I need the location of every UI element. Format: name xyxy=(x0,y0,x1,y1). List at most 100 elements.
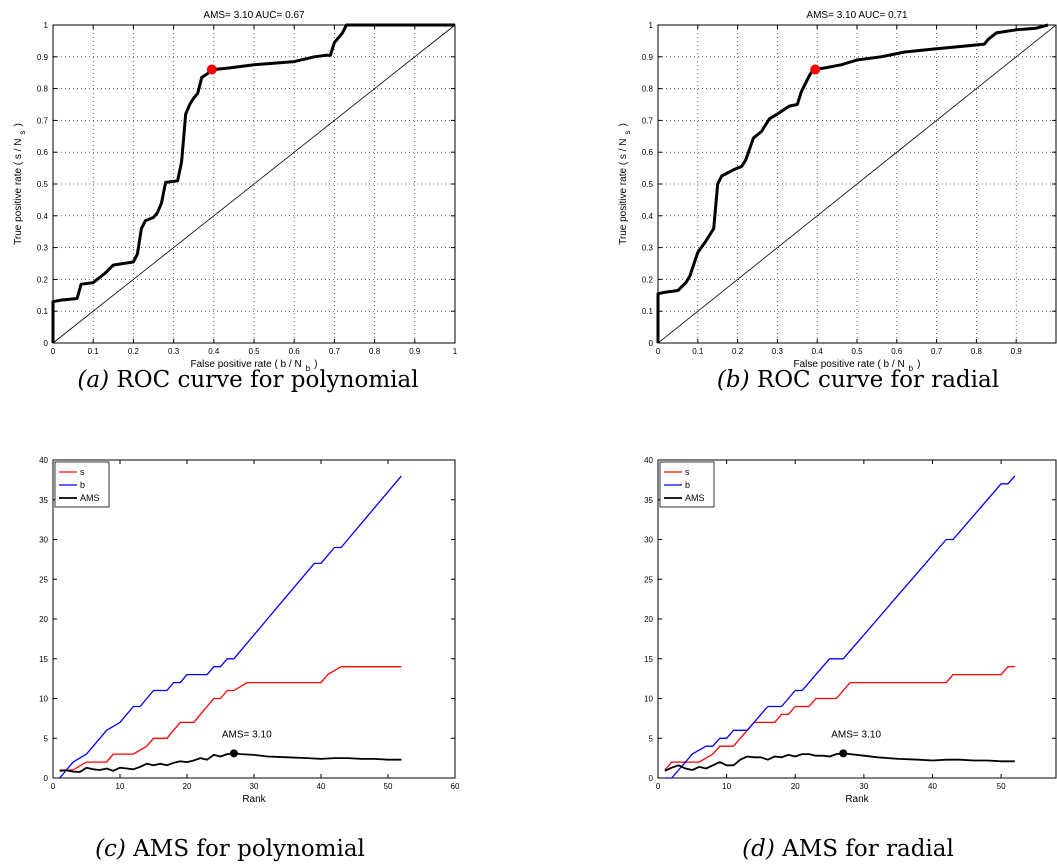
x-axis-label-subscript: b xyxy=(909,364,914,373)
x-tick-label: 0.8 xyxy=(369,347,381,356)
y-tick-label: 0.3 xyxy=(37,244,49,253)
x-tick-label: 0 xyxy=(51,347,56,356)
x-tick-label: 0.2 xyxy=(128,347,140,356)
operating-point-marker xyxy=(810,64,821,75)
x-axis-label: Rank xyxy=(242,794,266,805)
x-tick-label: 50 xyxy=(384,782,393,791)
x-axis-label: False positive rate ( b / N b) xyxy=(191,359,318,373)
y-tick-label: 0.5 xyxy=(37,180,49,189)
y-tick-label: 0.2 xyxy=(642,275,654,284)
x-tick-label: 0.5 xyxy=(248,347,260,356)
y-tick-label: 0 xyxy=(44,339,49,348)
x-axis-label-main: Rank xyxy=(845,794,869,805)
x-tick-label: 0.7 xyxy=(329,347,341,356)
x-axis-label-tail: ) xyxy=(314,359,317,370)
y-tick-label: 40 xyxy=(644,456,653,465)
y-tick-label: 0.8 xyxy=(37,85,49,94)
x-tick-label: 0.8 xyxy=(971,347,983,356)
y-axis-label-tail: ) xyxy=(618,123,629,126)
caption-c: (c) AMS for polynomial xyxy=(95,836,365,862)
y-tick-label: 35 xyxy=(644,496,653,505)
legend-label-ams: AMS xyxy=(685,493,705,503)
x-tick-label: 0.4 xyxy=(812,347,824,356)
x-tick-label: 40 xyxy=(317,782,326,791)
legend-label-s: s xyxy=(80,467,85,477)
y-tick-label: 0.4 xyxy=(642,212,654,221)
y-tick-label: 0.4 xyxy=(37,212,49,221)
series-line-b xyxy=(59,475,402,779)
x-tick-label: 20 xyxy=(791,782,800,791)
series-line-s xyxy=(664,666,1015,771)
x-tick-label: 0.1 xyxy=(88,347,100,356)
y-tick-label: 30 xyxy=(644,536,653,545)
legend-label-s: s xyxy=(685,467,690,477)
operating-point-marker xyxy=(206,64,217,75)
x-axis-label-main: False positive rate ( b / N xyxy=(191,359,302,370)
roc-curve xyxy=(656,23,1049,343)
y-axis-label-main: True positive rate ( s / N xyxy=(13,139,24,245)
y-tick-label: 0.7 xyxy=(642,116,654,125)
diagonal-reference-line xyxy=(52,24,456,344)
x-tick-label: 0.6 xyxy=(289,347,301,356)
x-tick-label: 0.2 xyxy=(732,347,744,356)
chart-a: 0 0.1 0.2 0.3 0.4 0.5 0.6 0.7 0.8 0.9 1 0 0.1 0.2 0.3 0… xyxy=(13,10,458,373)
y-tick-label: 0 xyxy=(649,339,654,348)
plot-frame xyxy=(52,459,456,779)
y-tick-label: 40 xyxy=(39,456,48,465)
y-tick-label: 0.3 xyxy=(642,244,654,253)
x-axis-label-main: Rank xyxy=(242,794,266,805)
y-tick-label: 20 xyxy=(644,615,653,624)
roc-curve xyxy=(51,23,455,343)
ams-max-marker xyxy=(839,749,848,758)
x-tick-label: 30 xyxy=(859,782,868,791)
x-axis-label: Rank xyxy=(845,794,869,805)
chart-d: 0 10 20 30 40 50 0 5 10 15 20 25 30 35 40 Rank AMS= 3.10… xyxy=(644,456,1057,805)
x-tick-label: 0.3 xyxy=(772,347,784,356)
x-tick-label: 0.3 xyxy=(168,347,180,356)
x-tick-label: 50 xyxy=(997,782,1006,791)
y-tick-label: 15 xyxy=(39,655,48,664)
caption-d: (d) AMS for radial xyxy=(742,836,954,862)
ams-annotation: AMS= 3.10 xyxy=(222,729,272,740)
y-axis-label-subscript: s xyxy=(18,131,27,135)
y-axis-label-main: True positive rate ( s / N xyxy=(618,139,629,245)
legend-label-b: b xyxy=(685,480,690,490)
y-tick-label: 10 xyxy=(644,695,653,704)
series-line-ams xyxy=(664,752,1015,772)
series-line-ams xyxy=(59,752,402,773)
chart-title: AMS= 3.10 AUC= 0.67 xyxy=(203,10,305,21)
x-tick-label: 0.9 xyxy=(409,347,421,356)
y-axis-label: True positive rate ( s / N s) xyxy=(618,123,632,245)
y-tick-label: 0.6 xyxy=(642,148,654,157)
y-tick-label: 0.6 xyxy=(37,148,49,157)
y-tick-label: 1 xyxy=(44,21,49,30)
x-tick-label: 0.5 xyxy=(851,347,863,356)
y-tick-label: 0.9 xyxy=(642,53,654,62)
x-axis-label: False positive rate ( b / N b) xyxy=(794,359,921,373)
y-tick-label: 15 xyxy=(644,655,653,664)
y-axis-label-subscript: s xyxy=(623,131,632,135)
y-tick-label: 0.5 xyxy=(642,180,654,189)
y-tick-label: 0.8 xyxy=(642,85,654,94)
plot-frame xyxy=(657,459,1057,779)
y-tick-label: 25 xyxy=(39,575,48,584)
y-tick-label: 25 xyxy=(644,575,653,584)
x-tick-label: 40 xyxy=(928,782,937,791)
ams-annotation: AMS= 3.10 xyxy=(831,729,881,740)
caption-b: (b) ROC curve for radial xyxy=(717,367,999,393)
x-axis-label-tail: ) xyxy=(917,359,920,370)
legend-label-ams: AMS xyxy=(80,493,100,503)
x-tick-label: 10 xyxy=(722,782,731,791)
caption-a: (a) ROC curve for polynomial xyxy=(77,367,418,393)
x-tick-label: 0 xyxy=(51,782,56,791)
y-tick-label: 5 xyxy=(44,734,49,743)
y-axis-label-tail: ) xyxy=(13,123,24,126)
y-tick-label: 0.1 xyxy=(37,307,49,316)
y-tick-label: 0 xyxy=(44,774,49,783)
x-tick-label: 0.9 xyxy=(1011,347,1023,356)
diagonal-reference-line xyxy=(657,24,1057,344)
y-tick-label: 30 xyxy=(39,536,48,545)
chart-c: 0 10 20 30 40 50 60 0 5 10 15 20 25 30 35 40 Rank AMS= 3.… xyxy=(39,456,460,805)
x-axis-label-main: False positive rate ( b / N xyxy=(794,359,905,370)
x-tick-label: 0.4 xyxy=(208,347,220,356)
